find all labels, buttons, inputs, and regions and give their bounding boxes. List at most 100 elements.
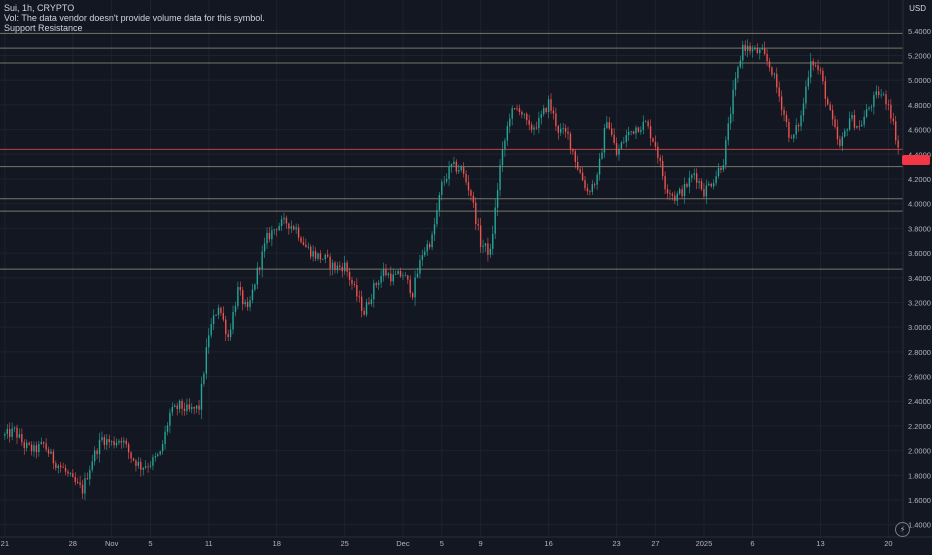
candle-body [108,439,110,443]
legend-symbol[interactable]: Sui, 1h, CRYPTO [4,3,75,13]
candle-body [521,111,523,115]
candle-body [200,383,203,410]
time-axis[interactable]: 21 28 Nov 5 11 18 25 Dec 5 9 16 23 27 2025 6 13 20 [1,539,893,548]
y-tick-label: 1.4000 [908,521,931,530]
candle-body [353,284,356,285]
candle-body [193,407,195,409]
candle-body [421,255,424,260]
candle-body [817,65,819,70]
candle-body [785,114,788,122]
candle-body [751,49,754,52]
candle-body [50,451,52,454]
candle-body [848,118,851,130]
candle-body [839,139,841,146]
candle-body [890,104,892,119]
candle-body [307,246,309,248]
candle-body [339,265,341,267]
candle-body [268,232,271,240]
candle-body [545,108,547,113]
candle-body [285,217,288,224]
candle-body [130,452,132,459]
candle-body [181,400,183,409]
candle-body [489,248,492,255]
candle-body [346,262,348,272]
candle-body [317,253,319,259]
candle-body [628,131,630,136]
candle-body [127,444,130,453]
x-tick-label: Dec [396,539,410,548]
candle-body [834,119,836,127]
candle-body [57,465,59,469]
candle-body [334,262,336,271]
y-tick-label: 5.0000 [908,76,931,85]
candle-body [47,449,50,454]
x-tick-label: 5 [440,539,444,548]
candle-body [397,271,399,275]
candle-body [543,108,545,115]
candle-body [210,324,212,336]
candle-body [453,161,455,164]
candle-body [98,439,101,455]
candle-body [448,166,450,180]
support-resistance-lines [0,32,903,270]
x-tick-label: 25 [341,539,349,548]
candle-body [780,96,783,110]
candle-body [560,128,562,133]
y-tick-label: 1.6000 [908,496,931,505]
candle-body [640,129,642,132]
candle-body [390,273,392,282]
candle-body [4,434,6,436]
candle-body [717,167,720,177]
candle-body [470,190,472,196]
candle-body [26,442,28,449]
candle-body [21,434,23,443]
candle-body [547,99,550,113]
candle-body [557,125,560,133]
candle-body [16,427,18,438]
candle-body [426,244,428,252]
candle-body [829,104,831,111]
currency-label[interactable]: USD [909,4,926,13]
candle-body [749,45,751,52]
candle-body [380,275,382,283]
price-axis[interactable]: 5.4000 5.2000 5.0000 4.8000 4.6000 4.4000 4.20… [908,27,931,530]
candle-body [676,193,678,201]
candle-body [178,400,181,410]
candle-body [632,131,635,134]
candle-body [142,467,144,470]
candle-body [678,189,681,194]
candle-body [144,466,147,468]
candle-body [348,271,351,280]
legend-indicator[interactable]: Support Resistance [4,23,83,33]
candle-body [591,184,593,192]
candle-body [79,482,81,485]
candle-body [319,253,322,260]
candle-body [91,461,93,470]
candle-body [567,131,569,134]
candle-body [691,175,693,178]
candle-body [642,121,644,130]
candle-body [484,243,487,246]
candle-body [259,267,261,269]
candle-body [242,290,244,305]
candle-body [399,271,402,277]
candle-body [861,124,863,127]
candle-body [462,166,465,174]
candle-body [703,189,705,197]
candle-body [186,404,188,411]
candle-body [152,457,154,466]
candle-body [305,244,307,248]
chart-legend: Sui, 1h, CRYPTO Vol: The data vendor doe… [4,3,265,33]
candle-body [494,207,496,234]
lightning-icon[interactable]: ⚡ [895,522,910,537]
candle-body [795,125,797,135]
candle-body [40,442,42,444]
candle-body [30,444,33,452]
candle-body [86,478,89,480]
candle-body [608,122,610,129]
candle-body [101,437,103,440]
candle-body [227,334,229,338]
candle-body [810,61,812,78]
